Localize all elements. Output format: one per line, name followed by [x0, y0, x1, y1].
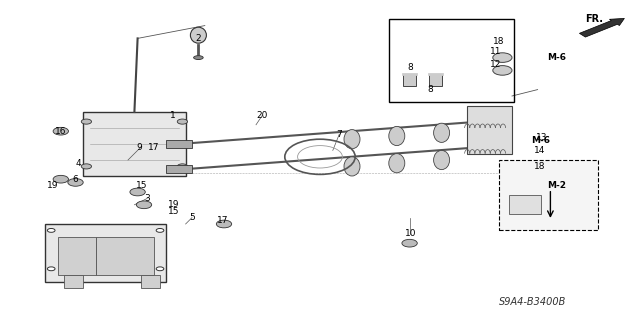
Text: M-6: M-6: [531, 136, 550, 145]
Text: 12: 12: [490, 60, 502, 68]
Bar: [58, 237, 96, 275]
Text: 15: 15: [168, 207, 180, 216]
Ellipse shape: [191, 27, 206, 43]
Circle shape: [53, 127, 68, 135]
Circle shape: [493, 53, 512, 62]
Text: 14: 14: [534, 146, 545, 155]
Text: 7: 7: [337, 130, 342, 139]
Bar: [83, 112, 186, 176]
Ellipse shape: [344, 157, 360, 176]
Bar: [403, 74, 416, 86]
Text: 15: 15: [136, 181, 148, 190]
Ellipse shape: [389, 126, 405, 146]
Text: 18: 18: [493, 37, 504, 46]
Text: 2: 2: [196, 34, 201, 43]
Bar: [166, 165, 192, 173]
Bar: [499, 160, 598, 230]
Text: 9: 9: [137, 143, 142, 152]
Circle shape: [81, 119, 92, 124]
Text: 19: 19: [47, 181, 59, 190]
Circle shape: [47, 267, 55, 271]
Text: 17: 17: [148, 143, 159, 152]
Circle shape: [68, 179, 83, 186]
Text: 19: 19: [168, 200, 180, 209]
Bar: [389, 19, 514, 102]
Bar: [96, 237, 154, 275]
Circle shape: [402, 239, 417, 247]
Bar: [467, 106, 512, 154]
Circle shape: [493, 66, 512, 75]
Bar: [45, 224, 166, 282]
Ellipse shape: [434, 123, 449, 142]
Ellipse shape: [434, 150, 449, 170]
Text: 11: 11: [490, 47, 502, 56]
Bar: [429, 74, 442, 86]
Text: 17: 17: [217, 216, 228, 225]
Circle shape: [216, 220, 232, 228]
Text: 6: 6: [73, 175, 78, 184]
Text: 10: 10: [405, 229, 417, 238]
Circle shape: [130, 188, 145, 196]
Text: 13: 13: [536, 133, 548, 142]
Circle shape: [47, 228, 55, 232]
Circle shape: [177, 164, 188, 169]
Text: 1: 1: [170, 111, 175, 120]
Bar: [509, 195, 541, 214]
Bar: [166, 140, 192, 148]
Ellipse shape: [389, 154, 405, 173]
Bar: [64, 275, 83, 288]
Text: 8: 8: [408, 63, 413, 72]
Text: 4: 4: [76, 159, 81, 168]
Text: M-6: M-6: [547, 53, 566, 62]
Text: 18: 18: [534, 162, 545, 171]
Text: 5: 5: [189, 213, 195, 222]
Text: 16: 16: [55, 127, 67, 136]
Ellipse shape: [344, 130, 360, 149]
Circle shape: [156, 267, 164, 271]
Circle shape: [156, 228, 164, 232]
Circle shape: [136, 201, 152, 209]
Text: FR.: FR.: [586, 14, 604, 24]
Text: 8: 8: [428, 85, 433, 94]
Text: M-2: M-2: [547, 181, 566, 190]
Circle shape: [177, 119, 188, 124]
Ellipse shape: [193, 56, 204, 60]
Bar: [141, 275, 160, 288]
Text: 20: 20: [257, 111, 268, 120]
Text: 3: 3: [145, 194, 150, 203]
Text: S9A4-B3400B: S9A4-B3400B: [499, 297, 566, 307]
FancyArrow shape: [579, 19, 625, 37]
Circle shape: [53, 175, 68, 183]
Circle shape: [81, 164, 92, 169]
